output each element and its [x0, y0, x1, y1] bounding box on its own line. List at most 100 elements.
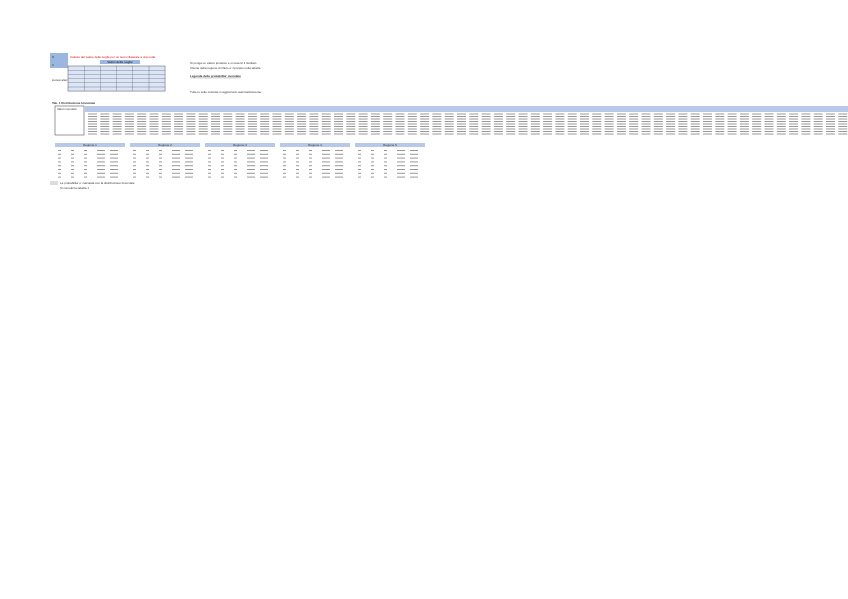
cell-figure: [223, 123, 233, 125]
cell-figure: [112, 131, 122, 132]
cell-figure: [97, 161, 105, 163]
cell-figure: [211, 126, 220, 127]
cell-figure: [801, 131, 811, 132]
cell-figure: [334, 113, 343, 115]
cell-figure: [457, 113, 466, 115]
cell-figure: [174, 118, 184, 120]
cell-figure: [776, 131, 786, 132]
cell-figure: [629, 121, 639, 122]
cell-figure: [580, 128, 589, 130]
cell-figure: [358, 121, 368, 122]
cell-figure: [284, 131, 294, 132]
cell-figure: [395, 123, 405, 125]
cell-figure: [543, 123, 553, 125]
cell-figure: [297, 126, 307, 127]
cell-figure: [146, 176, 149, 178]
cell-figure: [530, 113, 540, 115]
cell-figure: [739, 128, 749, 130]
cell-figure: [518, 123, 528, 125]
cell-figure: [235, 131, 245, 132]
cell-figure: [395, 126, 405, 127]
cell-figure: [198, 113, 208, 115]
cell-figure: [715, 133, 725, 135]
cell-figure: [334, 126, 343, 127]
cell-figure: [420, 116, 430, 117]
cell-figure: [397, 157, 405, 159]
cell-figure: [641, 128, 651, 130]
cell-figure: [260, 131, 270, 132]
cell-figure: [543, 118, 553, 120]
cell-figure: [715, 118, 725, 120]
cell-figure: [764, 128, 774, 130]
cell[interactable]: [50, 181, 58, 185]
cell-figure: [616, 128, 626, 130]
cell-figure: [703, 121, 712, 122]
small-table-title: Regione 4: [308, 143, 322, 147]
cell-figure: [826, 128, 835, 130]
cell-figure: [137, 113, 147, 115]
cell-figure: [801, 133, 811, 135]
cell-figure: [690, 121, 700, 122]
cell[interactable]: [50, 62, 68, 68]
cell-figure: [616, 118, 626, 120]
cell-figure: [272, 131, 282, 132]
cell-figure: [397, 172, 405, 174]
cell-figure: [284, 113, 294, 115]
cell-figure: [358, 172, 361, 174]
cell[interactable]: [50, 53, 68, 62]
cell-figure: [358, 123, 368, 125]
cell-figure: [234, 169, 237, 170]
cell-figure: [309, 133, 319, 135]
cell-figure: [801, 121, 811, 122]
cell-figure: [309, 123, 319, 125]
cell-figure: [260, 169, 268, 170]
cell-figure: [826, 123, 835, 125]
cell-figure: [260, 165, 268, 167]
cell-figure: [186, 116, 196, 117]
cell-figure: [838, 131, 848, 132]
cell-figure: [208, 176, 211, 178]
cell-figure: [592, 133, 602, 135]
cell-figure: [752, 133, 762, 135]
cell-figure: [172, 161, 180, 163]
cell-figure: [764, 133, 774, 135]
cell-figure: [739, 113, 749, 115]
cell-figure: [172, 157, 180, 159]
cell-figure: [690, 118, 700, 120]
cell-figure: [518, 116, 528, 117]
cell-figure: [764, 126, 774, 127]
cell-figure: [235, 126, 245, 127]
cell-figure: [690, 131, 700, 132]
cell-figure: [272, 118, 282, 120]
cell-figure: [397, 176, 405, 178]
cell-figure: [715, 126, 725, 127]
cell-figure: [284, 126, 294, 127]
cell-figure: [358, 165, 361, 167]
cell-figure: [88, 126, 97, 127]
cell-figure: [211, 121, 220, 122]
cell-figure: [592, 113, 602, 115]
cell-figure: [133, 150, 136, 151]
cell-figure: [335, 169, 343, 170]
cell-figure: [420, 118, 430, 120]
cell-figure: [272, 133, 282, 135]
cell-figure: [297, 123, 307, 125]
cell-figure: [727, 123, 737, 125]
cell-figure: [776, 126, 786, 127]
cell-figure: [133, 157, 136, 159]
cell-figure: [149, 116, 159, 117]
cell-figure: [100, 116, 110, 117]
cell-figure: [159, 150, 162, 151]
cell-figure: [346, 116, 356, 117]
cell-figure: [235, 116, 245, 117]
cell-figure: [813, 123, 823, 125]
cell-figure: [752, 126, 762, 127]
cell-figure: [309, 153, 312, 155]
cell-figure: [555, 126, 565, 127]
cell-figure: [234, 153, 237, 155]
cell-figure: [813, 131, 823, 132]
cell-figure: [616, 121, 626, 122]
cell-figure: [321, 128, 331, 130]
cell-figure: [530, 128, 540, 130]
cell-figure: [580, 131, 589, 132]
